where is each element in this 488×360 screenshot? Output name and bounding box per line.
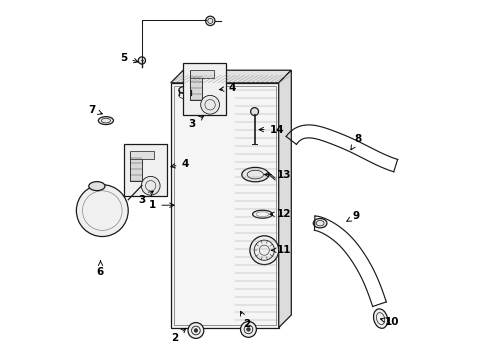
Text: 6: 6 xyxy=(97,261,104,277)
Text: 12: 12 xyxy=(269,209,291,219)
Circle shape xyxy=(205,16,215,26)
Text: 10: 10 xyxy=(380,317,399,327)
Text: 14: 14 xyxy=(259,125,284,135)
Text: 4: 4 xyxy=(170,159,188,169)
Circle shape xyxy=(141,176,160,195)
Circle shape xyxy=(194,329,197,332)
Text: 13: 13 xyxy=(264,170,291,180)
Text: 7: 7 xyxy=(88,105,102,115)
Text: 5: 5 xyxy=(120,53,138,63)
Ellipse shape xyxy=(98,117,113,125)
Ellipse shape xyxy=(373,309,387,328)
Text: 3: 3 xyxy=(138,191,153,205)
Bar xyxy=(189,71,201,99)
FancyBboxPatch shape xyxy=(183,63,226,115)
Text: 4: 4 xyxy=(219,83,235,93)
Circle shape xyxy=(240,321,256,337)
Circle shape xyxy=(200,95,219,114)
Text: 9: 9 xyxy=(346,211,359,221)
Text: 3: 3 xyxy=(188,116,203,129)
Text: 8: 8 xyxy=(350,134,361,150)
Circle shape xyxy=(249,236,278,265)
Circle shape xyxy=(250,108,258,116)
Ellipse shape xyxy=(313,219,326,228)
Polygon shape xyxy=(278,70,291,328)
Ellipse shape xyxy=(179,86,191,94)
Circle shape xyxy=(76,185,128,237)
Polygon shape xyxy=(170,70,291,83)
Text: 2: 2 xyxy=(170,328,185,343)
FancyBboxPatch shape xyxy=(123,144,167,196)
Text: 1: 1 xyxy=(149,200,174,210)
Bar xyxy=(130,151,154,159)
Text: 11: 11 xyxy=(271,245,291,255)
Bar xyxy=(130,152,142,180)
Circle shape xyxy=(138,57,145,64)
Ellipse shape xyxy=(89,181,105,191)
Bar xyxy=(173,86,275,325)
Text: 2: 2 xyxy=(240,311,249,329)
Bar xyxy=(189,70,213,78)
Circle shape xyxy=(246,328,250,331)
Circle shape xyxy=(187,323,203,338)
Bar xyxy=(170,83,278,328)
Ellipse shape xyxy=(241,167,268,182)
